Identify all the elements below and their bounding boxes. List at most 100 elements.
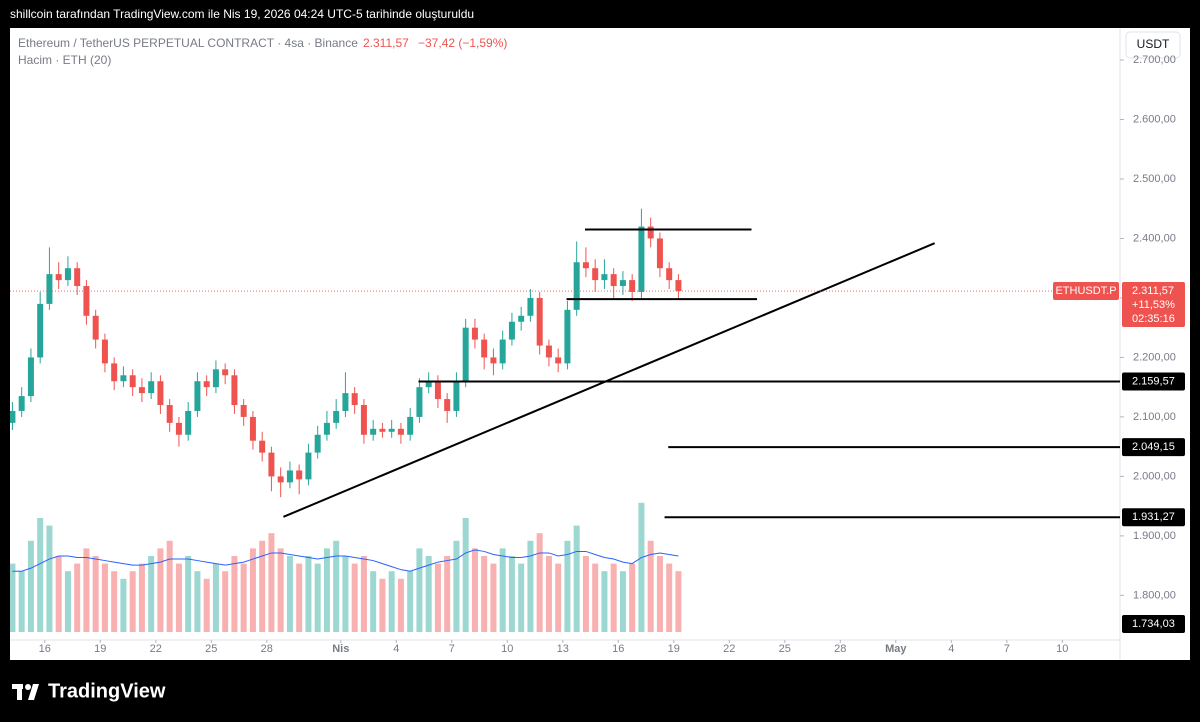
candle-body [296,470,303,480]
y-tick-label: 1.900,00 [1133,530,1176,542]
volume-bar [647,540,654,632]
candle-body [647,226,654,239]
x-tick-label: 16 [39,643,51,655]
volume-bar [27,540,34,632]
x-tick-label: 19 [94,643,106,655]
candle-body [619,280,626,287]
x-tick-label: 13 [557,643,569,655]
volume-bar [508,556,515,632]
volume-bar [610,563,617,632]
volume-bar [499,548,506,632]
x-tick-label: 25 [779,643,791,655]
countdown-label: 02:35:16 [1132,313,1175,325]
volume-bar [490,563,497,632]
level-label: 1.931,27 [1132,511,1175,523]
volume-bar [286,556,293,632]
candle-body [545,345,552,358]
candle-body [555,357,562,364]
level-label: 2.159,57 [1132,375,1175,387]
candle-body [379,428,386,432]
volume-bar [46,525,53,632]
volume-bar [175,563,182,632]
legend-title: Ethereum / TetherUS PERPETUAL CONTRACT ·… [18,36,358,50]
level-label: 1.734,03 [1132,618,1175,630]
volume-bar [351,563,358,632]
x-tick-label: 28 [261,643,273,655]
volume-bar [111,571,118,632]
volume-bar [545,556,552,632]
volume-bar [481,556,488,632]
candle-body [388,428,395,432]
candle-body [416,387,423,417]
x-tick-label: 7 [1004,643,1010,655]
candle-body [397,428,404,435]
volume-bar [619,571,626,632]
volume-bar [444,556,451,632]
level-tag [1122,615,1185,633]
volume-bar [462,518,469,632]
volume-bar [55,556,62,632]
candle-body [83,286,90,316]
volume-bar [138,563,145,632]
volume-bar [656,556,663,632]
candle-body [425,381,432,388]
candle-body [444,399,451,411]
volume-bar [397,578,404,632]
candle-body [166,405,173,423]
last-price-label: 2.311,57 [1132,285,1174,297]
x-tick-label: 4 [948,643,954,655]
volume-bar [453,540,460,632]
level-tag [1122,372,1185,391]
candle-body [656,238,663,269]
chart-panel [10,28,1190,660]
symbol-tag-label: ETHUSDT.P [1055,285,1116,297]
y-tick-label: 2.100,00 [1133,411,1176,423]
volume-bar [379,578,386,632]
volume-bar [194,571,201,632]
logo-shape [25,684,31,690]
volume-ma-line [12,549,679,572]
candle-body [18,396,25,411]
candle-body [490,357,497,364]
volume-bar [666,563,673,632]
volume-bar [249,548,256,632]
volume-bar [185,556,192,632]
candle-body [666,268,673,281]
currency-label: USDT [1137,37,1170,51]
volume-bar [536,533,543,632]
volume-bar [342,556,349,632]
y-tick-label: 2.400,00 [1133,232,1176,244]
candle-body [10,410,16,423]
candle-body [333,410,340,423]
volume-bar [305,556,312,632]
candle-body [564,309,571,364]
candle-body [55,274,62,281]
candle-body [592,268,599,281]
volume-bar [601,571,608,632]
volume-bar [323,548,330,632]
candle-body [518,315,525,322]
volume-bar [240,563,247,632]
candle-body [129,375,136,388]
volume-bar [388,571,395,632]
candle-body [314,434,321,453]
candle-body [268,452,275,477]
volume-bar [64,571,71,632]
volume-bar [564,540,571,632]
change-pct-label: +11,53% [1132,299,1175,311]
candle-body [120,375,127,382]
volume-bar [74,563,81,632]
x-tick-label: 10 [501,643,513,655]
candle-body [175,422,182,435]
volume-bar [629,563,636,632]
candle-body [185,410,192,435]
currency-button[interactable] [1125,31,1181,59]
x-tick-label: 22 [150,643,162,655]
candle-body [74,268,81,287]
logo-shape [17,684,22,700]
candle-body [434,381,441,400]
volume-bar [518,563,525,632]
volume-bar [527,540,534,632]
y-tick-label: 2.000,00 [1133,470,1176,482]
candle-body [527,297,534,316]
